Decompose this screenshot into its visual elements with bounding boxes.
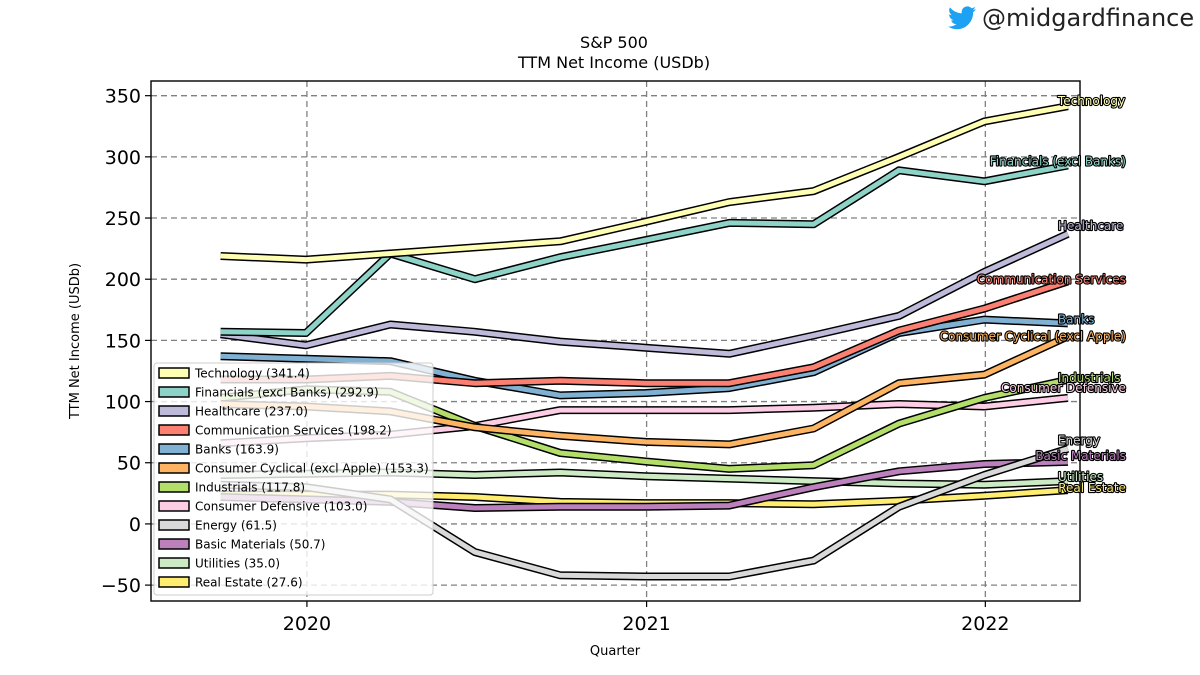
twitter-bird-icon (948, 6, 976, 30)
legend: Technology (341.4) Financials (excl Banks… (153, 362, 434, 596)
legend-item: Consumer Cyclical (excl Apple) (153.3) (158, 462, 429, 476)
legend-swatch (158, 386, 190, 398)
series-end-labels: Technology Financials (excl Banks) Healthc… (939, 93, 1127, 496)
legend-label: Consumer Defensive (103.0) (195, 500, 367, 514)
brand-header: @midgardfinance (948, 3, 1194, 33)
legend-label: Industrials (117.8) (195, 481, 305, 495)
legend-item: Healthcare (237.0) (158, 405, 308, 419)
series-financials-excl-banks (220, 161, 1069, 337)
legend-swatch (158, 443, 190, 455)
end-label-energy: Energy (1058, 434, 1100, 448)
legend-item: Energy (61.5) (158, 519, 277, 533)
legend-swatch (158, 405, 190, 417)
end-label-consumer-cyclical-excl-apple: Consumer Cyclical (excl Apple) (940, 329, 1126, 343)
end-label-consumer-defensive: Consumer Defensive (1001, 381, 1126, 395)
end-label-basic-materials: Basic Materials (1035, 449, 1126, 463)
y-tick-label: 250 (105, 208, 141, 230)
chart-title: S&P 500 (580, 33, 648, 52)
end-label-real-estate: Real Estate (1058, 481, 1126, 495)
legend-swatch (158, 576, 190, 588)
legend-swatch (158, 424, 190, 436)
legend-label: Utilities (35.0) (195, 557, 280, 571)
y-tick-label: −50 (101, 575, 141, 597)
end-label-utilities: Utilities (1058, 470, 1103, 484)
end-label-communication-services: Communication Services (977, 272, 1126, 286)
legend-item: Real Estate (27.6) (158, 576, 303, 590)
legend-item: Banks (163.9) (158, 443, 279, 457)
legend-item: Financials (excl Banks) (292.9) (158, 386, 379, 400)
legend-label: Energy (61.5) (195, 519, 277, 533)
legend-item: Industrials (117.8) (158, 481, 305, 495)
legend-swatch (158, 500, 190, 512)
y-tick-label: 200 (105, 269, 141, 291)
series-technology (220, 102, 1069, 264)
legend-item: Communication Services (198.2) (158, 424, 392, 438)
y-tick-label: 300 (105, 147, 141, 169)
legend-box (153, 362, 434, 596)
legend-swatch (158, 557, 190, 569)
legend-label: Technology (341.4) (194, 367, 310, 381)
x-tick-label: 2021 (622, 613, 670, 635)
legend-swatch (158, 367, 190, 379)
axis-ticks: −50 0 50 100 150 200 250 300 350 2020 2021 2022 (101, 86, 1010, 635)
series-line (220, 231, 1069, 357)
end-label-technology: Technology (1057, 94, 1125, 108)
series-line (220, 103, 1069, 263)
x-tick-label: 2020 (283, 613, 331, 635)
legend-swatch (158, 462, 190, 474)
y-tick-label: 350 (105, 86, 141, 108)
series-line (220, 317, 1069, 398)
legend-swatch (158, 519, 190, 531)
legend-label: Consumer Cyclical (excl Apple) (153.3) (195, 462, 429, 476)
legend-item: Consumer Defensive (103.0) (158, 500, 367, 514)
legend-label: Communication Services (198.2) (195, 424, 392, 438)
legend-label: Real Estate (27.6) (195, 576, 303, 590)
brand-handle: @midgardfinance (982, 4, 1195, 32)
y-tick-label: 0 (129, 514, 141, 536)
series-outline (220, 161, 1069, 337)
legend-item: Utilities (35.0) (158, 557, 280, 571)
legend-item: Basic Materials (50.7) (158, 538, 325, 552)
end-label-financials-excl-banks: Financials (excl Banks) (990, 155, 1126, 169)
series-healthcare (220, 230, 1070, 358)
y-axis-label: TTM Net Income (USDb) (68, 263, 83, 420)
y-tick-label: 100 (105, 392, 141, 414)
series-banks (220, 315, 1069, 400)
end-label-banks: Banks (1058, 312, 1094, 326)
legend-label: Healthcare (237.0) (195, 405, 308, 419)
series-line (220, 163, 1069, 336)
x-axis-label: Quarter (590, 644, 641, 659)
x-tick-label: 2022 (961, 613, 1009, 635)
end-label-healthcare: Healthcare (1058, 219, 1123, 233)
legend-item: Technology (341.4) (158, 367, 310, 381)
chart-subtitle: TTM Net Income (USDb) (517, 53, 710, 72)
legend-swatch (158, 481, 190, 493)
legend-swatch (158, 538, 190, 550)
plot-frame (150, 80, 1081, 602)
y-tick-label: 150 (105, 330, 141, 352)
y-tick-label: 50 (117, 453, 141, 475)
legend-label: Banks (163.9) (195, 443, 279, 457)
legend-label: Financials (excl Banks) (292.9) (195, 386, 379, 400)
legend-label: Basic Materials (50.7) (195, 538, 325, 552)
end-label-industrials: Industrials (1058, 371, 1121, 385)
